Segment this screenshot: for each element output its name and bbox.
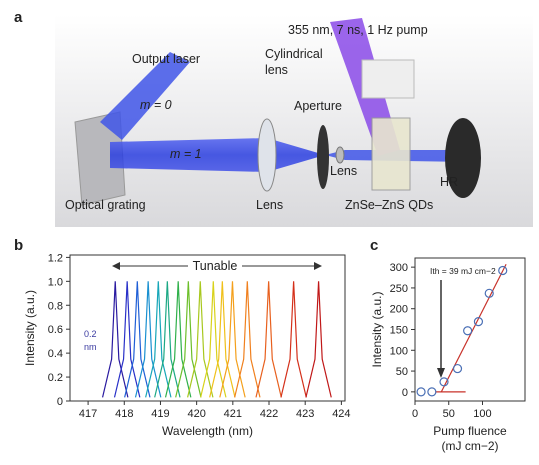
- label: m = 1: [170, 147, 202, 161]
- label: Lens: [256, 198, 283, 212]
- y-tick-label: 1.2: [48, 252, 63, 264]
- annotation: Ith = 39 mJ cm−2: [430, 266, 496, 276]
- x-tick-label: 423: [296, 408, 314, 420]
- grating: [74, 111, 126, 206]
- spectrum: [175, 281, 202, 398]
- hr-mirror: [445, 118, 481, 198]
- spectrum: [154, 281, 181, 398]
- data-point: [484, 288, 494, 298]
- spectrum: [124, 281, 151, 398]
- spectrum: [305, 281, 332, 398]
- x-tick-label: 100: [473, 408, 491, 420]
- plot-frame: [414, 257, 526, 402]
- spectrum: [209, 281, 236, 398]
- x-tick-label: 418: [115, 408, 133, 420]
- x-tick-label: 417: [79, 408, 97, 420]
- spectrum: [101, 281, 129, 398]
- y-tick-label: 50: [396, 366, 408, 378]
- x-tick-label: 421: [224, 408, 242, 420]
- y-tick-label: 200: [390, 304, 408, 316]
- y-tick-label: 150: [390, 325, 408, 337]
- y-tick-label: 0.6: [48, 324, 63, 336]
- y-tick-label: 250: [390, 283, 408, 295]
- lens-holder: [361, 59, 415, 99]
- arrowhead: [314, 262, 322, 270]
- y-tick-label: 1.0: [48, 276, 63, 288]
- panel-letter: b: [14, 237, 23, 254]
- label: lens: [265, 63, 288, 77]
- panel-letter: c: [370, 237, 378, 254]
- data-point: [498, 265, 508, 276]
- label: 355 nm, 7 ns, 1 Hz pump: [288, 23, 428, 37]
- data-point: [427, 387, 437, 397]
- small-lens: [335, 146, 345, 164]
- data-point: [439, 377, 449, 387]
- plot-frame: [69, 254, 346, 402]
- annotation: 0.2: [84, 329, 97, 339]
- label: Aperture: [294, 99, 342, 113]
- output-beam: [100, 52, 190, 140]
- label: HR: [440, 175, 458, 189]
- label: Cylindrical: [265, 47, 323, 61]
- data-point: [463, 326, 473, 336]
- spectrum: [280, 281, 307, 398]
- x-axis-label: Pump fluence: [433, 424, 507, 438]
- spectrum: [255, 281, 282, 398]
- y-tick-label: 0.4: [48, 348, 63, 360]
- fit-line: [440, 263, 507, 393]
- y-tick-label: 100: [390, 345, 408, 357]
- panel-letter: a: [14, 9, 23, 26]
- arrowhead: [112, 262, 120, 270]
- x-tick-label: 419: [151, 408, 169, 420]
- label: Lens: [330, 164, 357, 178]
- y-tick-label: 0: [402, 387, 408, 399]
- x-tick-label: 0: [412, 408, 418, 420]
- x-tick-label: 422: [260, 408, 278, 420]
- x-tick-label: 424: [332, 408, 350, 420]
- label-bg: [188, 258, 242, 274]
- data-point: [452, 363, 463, 374]
- illustration: 355 nm, 7 ns, 1 Hz pump Cylindrical lens…: [55, 15, 533, 227]
- spectrum: [234, 281, 261, 398]
- x-axis-label: Wavelength (nm): [162, 424, 253, 438]
- x-tick-label: 420: [187, 408, 205, 420]
- y-axis-label: Intensity (a.u.): [23, 290, 37, 366]
- label: ZnSe–ZnS QDs: [345, 198, 433, 212]
- data-point: [416, 387, 426, 397]
- spectrum: [200, 281, 227, 398]
- data-point: [473, 317, 484, 327]
- arrowhead: [437, 368, 445, 378]
- y-tick-label: 0: [57, 396, 63, 408]
- y-tick-label: 0.8: [48, 300, 63, 312]
- label: Output laser: [132, 52, 200, 66]
- spectrum: [113, 281, 141, 398]
- y-axis-label: Intensity (a.u.): [370, 291, 384, 367]
- spectrum: [219, 281, 246, 398]
- spectrum: [145, 281, 172, 398]
- label: m = 0: [140, 98, 172, 112]
- annotation: nm: [84, 342, 97, 352]
- lens: [257, 118, 277, 192]
- spectrum: [134, 281, 162, 398]
- label: Optical grating: [65, 198, 146, 212]
- y-tick-label: 300: [390, 262, 408, 274]
- spectrum: [164, 281, 192, 398]
- y-tick-label: 0.2: [48, 372, 63, 384]
- x-tick-label: 50: [443, 408, 455, 420]
- cuvette: [371, 117, 411, 191]
- aperture: [317, 125, 329, 189]
- annotation: Tunable: [193, 259, 238, 273]
- x-axis-label: (mJ cm−2): [442, 439, 499, 453]
